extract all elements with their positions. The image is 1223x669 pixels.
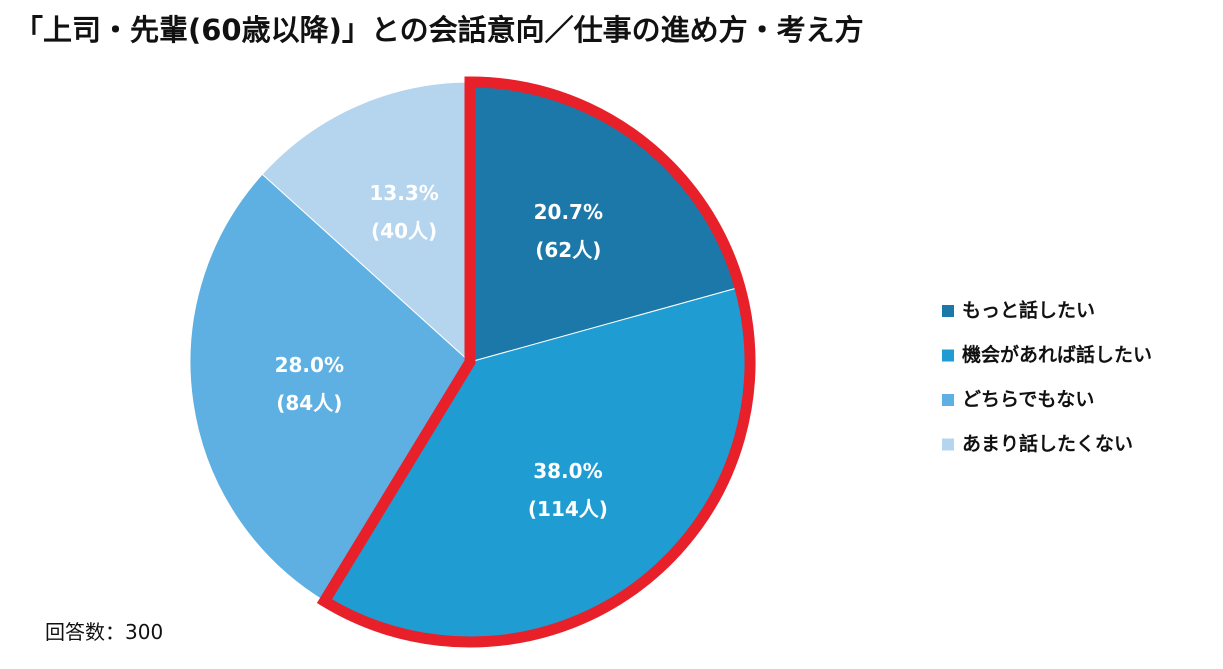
highlight-outline bbox=[316, 76, 756, 648]
legend-label: もっと話したい bbox=[962, 299, 1095, 322]
data-label: 13.3% bbox=[369, 181, 438, 205]
legend-swatch bbox=[942, 394, 954, 406]
legend-swatch bbox=[942, 438, 954, 451]
data-label: 28.0% bbox=[275, 353, 344, 377]
legend-label: 機会があれば話したい bbox=[962, 343, 1152, 366]
count-label: (84人) bbox=[276, 391, 342, 415]
count-label: (62人) bbox=[535, 238, 601, 262]
data-label: 38.0% bbox=[533, 459, 602, 483]
note: 回答数：300 bbox=[45, 620, 163, 644]
legend-swatch bbox=[942, 349, 954, 362]
data-label: 20.7% bbox=[534, 200, 603, 224]
total: 300 bbox=[125, 620, 163, 644]
legend-label: あまり話したくない bbox=[962, 432, 1133, 455]
pie-slice bbox=[189, 173, 471, 602]
total-label: 回答数： bbox=[45, 620, 125, 644]
legend-label: どちらでもない bbox=[962, 389, 1094, 411]
pie-slice bbox=[261, 81, 471, 364]
count-label: (114人) bbox=[528, 497, 608, 521]
count-label: (40人) bbox=[371, 219, 437, 243]
legend-swatch bbox=[942, 305, 954, 317]
chart-title: 「上司・先輩(60歳以降)」との会話意向／仕事の進め方・考え方 bbox=[14, 13, 864, 47]
